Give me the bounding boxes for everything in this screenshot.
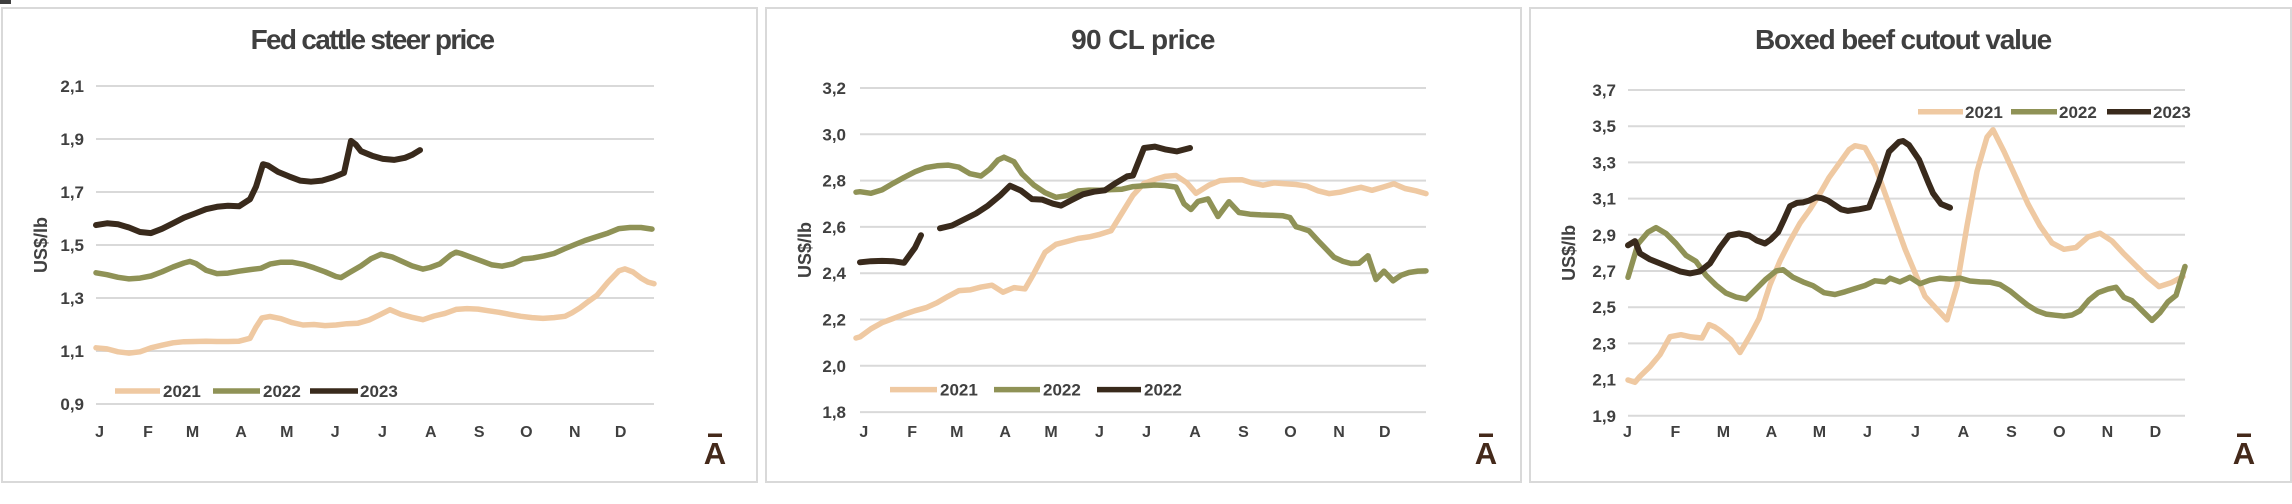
svg-text:2,1: 2,1 xyxy=(60,77,84,96)
svg-text:2021: 2021 xyxy=(1965,103,2003,122)
svg-text:3,5: 3,5 xyxy=(1592,117,1616,136)
svg-text:A: A xyxy=(704,436,726,471)
svg-text:N: N xyxy=(569,424,581,441)
svg-text:2021: 2021 xyxy=(940,381,978,400)
svg-text:2022: 2022 xyxy=(1144,381,1182,400)
svg-text:2021: 2021 xyxy=(163,382,201,401)
svg-text:1,7: 1,7 xyxy=(60,183,84,202)
svg-text:3,2: 3,2 xyxy=(822,79,846,98)
svg-text:2,2: 2,2 xyxy=(822,311,846,330)
svg-text:2,5: 2,5 xyxy=(1592,298,1616,317)
svg-text:2022: 2022 xyxy=(263,382,301,401)
svg-text:2,4: 2,4 xyxy=(822,264,846,283)
svg-text:Boxed beef cutout value: Boxed beef cutout value xyxy=(1755,24,2052,55)
svg-text:3,0: 3,0 xyxy=(822,125,846,144)
svg-text:J: J xyxy=(1142,424,1151,441)
svg-text:2022: 2022 xyxy=(2059,103,2097,122)
svg-text:A: A xyxy=(999,424,1011,441)
svg-text:O: O xyxy=(1284,424,1296,441)
svg-text:A: A xyxy=(235,424,247,441)
svg-text:2,7: 2,7 xyxy=(1592,262,1616,281)
svg-text:F: F xyxy=(1671,424,1681,441)
svg-text:A: A xyxy=(1958,424,1970,441)
svg-text:J: J xyxy=(378,424,387,441)
svg-text:N: N xyxy=(2102,424,2114,441)
svg-text:1,9: 1,9 xyxy=(1592,407,1616,426)
svg-text:S: S xyxy=(474,424,485,441)
svg-text:90 CL price: 90 CL price xyxy=(1071,24,1215,55)
svg-text:D: D xyxy=(1379,424,1391,441)
svg-text:S: S xyxy=(2006,424,2017,441)
svg-text:N: N xyxy=(1333,424,1345,441)
svg-text:D: D xyxy=(2150,424,2162,441)
svg-text:2023: 2023 xyxy=(360,382,398,401)
svg-text:2,1: 2,1 xyxy=(1592,371,1616,390)
svg-text:0,9: 0,9 xyxy=(60,395,84,414)
svg-text:1,3: 1,3 xyxy=(60,289,84,308)
svg-text:O: O xyxy=(2053,424,2065,441)
svg-text:3,1: 3,1 xyxy=(1592,190,1616,209)
svg-text:F: F xyxy=(143,424,153,441)
svg-text:1,5: 1,5 xyxy=(60,236,84,255)
svg-text:A: A xyxy=(425,424,437,441)
svg-text:M: M xyxy=(280,424,293,441)
svg-text:1,8: 1,8 xyxy=(822,403,846,422)
svg-text:J: J xyxy=(1911,424,1920,441)
svg-text:US$/lb: US$/lb xyxy=(795,222,815,278)
svg-text:A: A xyxy=(2233,436,2255,471)
svg-text:Fed cattle steer price: Fed cattle steer price xyxy=(251,24,495,55)
svg-text:M: M xyxy=(1044,424,1057,441)
svg-text:F: F xyxy=(907,424,917,441)
svg-text:2,6: 2,6 xyxy=(822,218,846,237)
svg-text:3,3: 3,3 xyxy=(1592,153,1616,172)
svg-text:J: J xyxy=(1863,424,1872,441)
svg-text:3,7: 3,7 xyxy=(1592,81,1616,100)
svg-text:M: M xyxy=(186,424,199,441)
svg-text:1,1: 1,1 xyxy=(60,342,84,361)
svg-text:M: M xyxy=(1813,424,1826,441)
svg-text:J: J xyxy=(859,424,868,441)
svg-text:M: M xyxy=(950,424,963,441)
svg-text:US$/lb: US$/lb xyxy=(31,217,51,273)
svg-text:J: J xyxy=(331,424,340,441)
svg-text:A: A xyxy=(1766,424,1778,441)
svg-text:2,8: 2,8 xyxy=(822,172,846,191)
svg-text:1,9: 1,9 xyxy=(60,130,84,149)
svg-text:J: J xyxy=(95,424,104,441)
svg-text:S: S xyxy=(1238,424,1249,441)
svg-text:2,3: 2,3 xyxy=(1592,334,1616,353)
svg-text:O: O xyxy=(520,424,532,441)
svg-text:A: A xyxy=(1475,436,1497,471)
svg-text:2023: 2023 xyxy=(2153,103,2191,122)
svg-text:2022: 2022 xyxy=(1043,381,1081,400)
svg-text:A: A xyxy=(1189,424,1201,441)
svg-text:2,0: 2,0 xyxy=(822,357,846,376)
svg-text:M: M xyxy=(1717,424,1730,441)
svg-text:US$/lb: US$/lb xyxy=(1559,225,1579,281)
svg-text:2,9: 2,9 xyxy=(1592,226,1616,245)
svg-text:J: J xyxy=(1095,424,1104,441)
svg-text:J: J xyxy=(1623,424,1632,441)
svg-text:D: D xyxy=(615,424,627,441)
